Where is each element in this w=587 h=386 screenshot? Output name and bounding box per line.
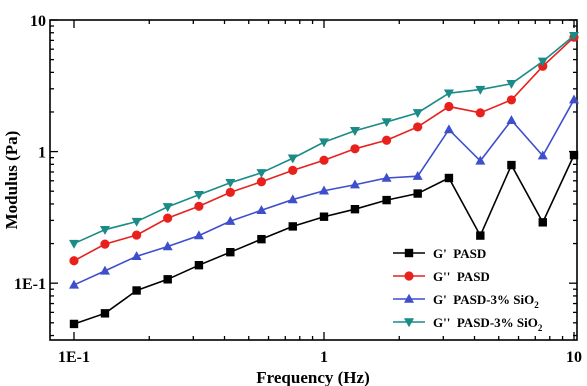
data-point: [69, 319, 79, 329]
data-point: [506, 115, 517, 124]
data-point: [444, 101, 454, 112]
data-point: [412, 109, 423, 119]
plot-frame: [49, 19, 578, 341]
data-point: [506, 80, 517, 89]
data-point: [194, 260, 204, 270]
data-point: [350, 144, 360, 154]
data-point: [413, 189, 422, 198]
x-axis-title: Frequency (Hz): [256, 368, 369, 386]
legend-entry-4: G'' PASD-3% SiO2: [393, 315, 543, 333]
data-point: [413, 122, 423, 132]
data-point: [537, 57, 548, 67]
legend-marker: [404, 318, 414, 328]
x-tick-label: 1: [320, 349, 328, 366]
data-point: [319, 138, 329, 148]
legend-subscript: 2: [538, 323, 543, 333]
data-point: [162, 241, 173, 251]
series-2: [69, 32, 579, 266]
data-point: [225, 179, 236, 188]
data-point: [131, 251, 142, 261]
series-line: [73, 36, 575, 262]
data-point: [288, 165, 298, 175]
data-point: [226, 247, 235, 257]
data-point: [163, 213, 173, 223]
data-point: [99, 265, 110, 275]
data-point: [382, 195, 391, 205]
legend-marker: [404, 271, 414, 281]
data-point: [131, 217, 142, 227]
data-point: [287, 154, 298, 164]
data-point: [256, 169, 267, 178]
axis-ticks: [50, 19, 577, 340]
data-point: [349, 179, 360, 189]
data-point: [193, 191, 204, 200]
data-point: [569, 94, 579, 104]
data-point: [476, 231, 485, 240]
data-point: [194, 201, 204, 211]
x-tick-label: 10: [566, 349, 582, 366]
data-point: [381, 118, 392, 128]
axis-tick-labels: 1E-1 1 10 1E-1 1 10: [14, 13, 582, 366]
data-point: [349, 127, 360, 136]
data-point: [256, 205, 267, 214]
data-point: [132, 286, 141, 295]
series-3: [69, 94, 579, 289]
data-point: [99, 225, 110, 235]
data-point: [537, 150, 548, 160]
data-point: [443, 89, 454, 99]
x-tick-label: 1E-1: [58, 349, 90, 366]
legend-subscript: 2: [534, 300, 539, 310]
legend-entry-1: G' PASD: [393, 246, 486, 261]
legend-marker: [404, 293, 414, 303]
legend-label: G' PASD: [433, 246, 486, 261]
data-point: [288, 222, 297, 231]
data-point: [507, 160, 516, 170]
y-tick-label: 10: [30, 13, 46, 30]
data-point: [382, 135, 392, 145]
legend-label: G'' PASD-3% SiO2: [433, 315, 543, 333]
y-tick-label: 1E-1: [14, 276, 46, 293]
data-point: [350, 204, 360, 214]
series-layer: [69, 31, 579, 329]
legend-marker: [404, 248, 414, 258]
data-point: [444, 173, 454, 183]
data-point: [100, 239, 110, 249]
data-point: [163, 275, 172, 284]
data-point: [443, 124, 454, 134]
data-point: [475, 155, 486, 165]
data-point: [193, 230, 204, 240]
legend-label: G' PASD-3% SiO2: [433, 292, 539, 310]
data-point: [475, 108, 485, 118]
data-point: [100, 309, 110, 318]
data-point: [132, 230, 142, 240]
data-point: [319, 155, 329, 165]
data-point: [475, 85, 486, 95]
data-point: [287, 194, 298, 204]
legend-label: G'' PASD: [433, 269, 490, 284]
data-point: [319, 212, 329, 221]
legend-entry-2: G'' PASD: [393, 269, 490, 284]
data-point: [69, 256, 79, 266]
data-point: [225, 215, 236, 225]
data-point: [256, 177, 267, 187]
data-point: [69, 279, 79, 289]
data-point: [569, 150, 579, 160]
data-point: [412, 171, 423, 180]
data-point: [162, 203, 173, 213]
data-point: [225, 187, 235, 197]
data-point: [381, 172, 392, 182]
data-point: [538, 218, 547, 227]
data-point: [506, 95, 517, 105]
series-4: [69, 31, 579, 249]
series-1: [69, 150, 579, 329]
y-tick-label: 1: [38, 145, 46, 162]
legend-entry-3: G' PASD-3% SiO2: [393, 292, 539, 310]
data-point: [69, 239, 79, 249]
data-point: [319, 185, 329, 195]
data-point: [257, 234, 266, 244]
legend: G' PASD G'' PASD G' PASD-3% SiO2 G'' PASD-3…: [393, 246, 543, 333]
data-point: [569, 31, 579, 41]
y-axis-title: Modulus (Pa): [2, 131, 21, 230]
